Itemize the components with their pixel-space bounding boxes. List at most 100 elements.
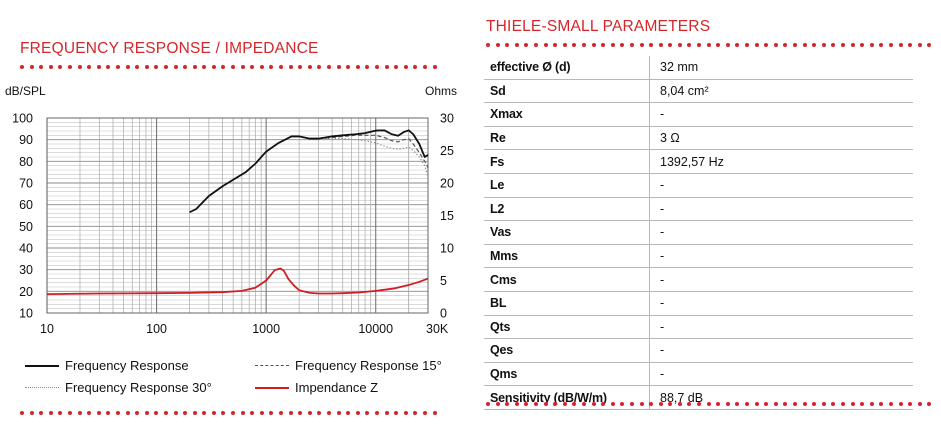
dot (591, 43, 596, 47)
y2-tick-label: 25 (440, 144, 454, 158)
dot (336, 65, 341, 69)
dot (173, 411, 178, 415)
parameter-row: Qes - (484, 338, 913, 363)
parameter-row: Mms - (484, 244, 913, 269)
dot (192, 65, 197, 69)
legend-swatch (25, 364, 59, 367)
parameter-name: Vas (484, 220, 650, 245)
dot (716, 402, 721, 406)
dot (486, 43, 490, 47)
parameter-row: Cms - (484, 267, 913, 292)
dot (860, 402, 865, 406)
dot (403, 65, 408, 69)
dot (298, 65, 303, 69)
dot (639, 43, 644, 47)
legend-swatch (255, 365, 289, 366)
dot (106, 65, 111, 69)
dot (533, 43, 538, 47)
dot (668, 402, 673, 406)
bottom-dotted-divider-left (20, 411, 442, 417)
dot (793, 402, 797, 406)
y2-tick-label: 15 (440, 209, 454, 223)
dot (716, 43, 721, 47)
parameter-value: 8,04 cm² (649, 79, 913, 104)
dot (658, 43, 663, 47)
dot (610, 43, 615, 47)
chart-legend: Frequency Response Frequency Response 15… (20, 358, 460, 398)
dot (317, 411, 322, 415)
title-dotted-divider (486, 43, 937, 49)
x-tick-label: 30K (426, 322, 449, 336)
parameter-value: - (649, 338, 913, 363)
dot (317, 65, 322, 69)
dot (58, 411, 63, 415)
dot (524, 402, 529, 406)
y-tick-label: 40 (19, 242, 33, 256)
dot (154, 65, 159, 69)
y2-tick-label: 5 (440, 274, 447, 288)
dot (601, 402, 606, 406)
series-line-impendance-z (46, 267, 429, 296)
dot (183, 65, 188, 69)
dot (211, 65, 216, 69)
dot (495, 402, 500, 406)
dot (413, 411, 418, 415)
legend-swatch (25, 387, 59, 388)
dot (639, 402, 644, 406)
parameter-name: Qms (484, 362, 650, 387)
x-tick-label: 10 (40, 322, 54, 336)
dot (543, 402, 548, 406)
dot (706, 43, 711, 47)
dot (754, 43, 759, 47)
dot (514, 43, 519, 47)
dot (67, 65, 72, 69)
parameter-row: Le - (484, 173, 913, 198)
y2-tick-label: 0 (440, 307, 447, 321)
parameter-value: - (649, 315, 913, 340)
x-tick-label: 1000 (252, 322, 280, 336)
dot (601, 43, 606, 47)
parameter-row: L2- (484, 197, 913, 222)
dot (677, 402, 682, 406)
dot (422, 65, 427, 69)
parameter-value: - (649, 197, 913, 222)
dot (764, 402, 769, 406)
y-tick-label: 50 (19, 220, 33, 234)
dot (403, 411, 408, 415)
y-tick-label: 100 (12, 112, 33, 126)
legend-item-frequency-response: Frequency Response (25, 358, 189, 373)
dot (355, 65, 360, 69)
dot (879, 43, 884, 47)
dot (115, 65, 120, 69)
legend-label: Impendance Z (295, 380, 379, 395)
dot (629, 43, 634, 47)
dot (231, 65, 236, 69)
dot (735, 43, 740, 47)
dot (754, 402, 759, 406)
dot (269, 65, 274, 69)
dot (115, 411, 120, 415)
dot (135, 411, 140, 415)
parameter-value: - (649, 173, 913, 198)
dot (821, 402, 826, 406)
dot (202, 65, 207, 69)
dot (346, 65, 351, 69)
dot (927, 43, 932, 47)
y-tick-label: 70 (19, 177, 33, 191)
frequency-response-title: FREQUENCY RESPONSE / IMPEDANCE (20, 40, 319, 57)
legend-item-frequency-response-15: Frequency Response 15° (255, 358, 442, 373)
parameter-name: Cms (484, 267, 650, 292)
plot-background (47, 118, 428, 313)
parameter-value: 32 mm (649, 56, 913, 80)
dot (432, 411, 437, 415)
dot (48, 411, 53, 415)
plot-frame (46, 117, 429, 314)
parameter-name: Qts (484, 315, 650, 340)
parameter-name: Sd (484, 79, 650, 104)
dot (524, 43, 529, 47)
dot (29, 65, 34, 69)
parameter-value: - (649, 220, 913, 245)
dot (581, 43, 586, 47)
dot (773, 402, 778, 406)
